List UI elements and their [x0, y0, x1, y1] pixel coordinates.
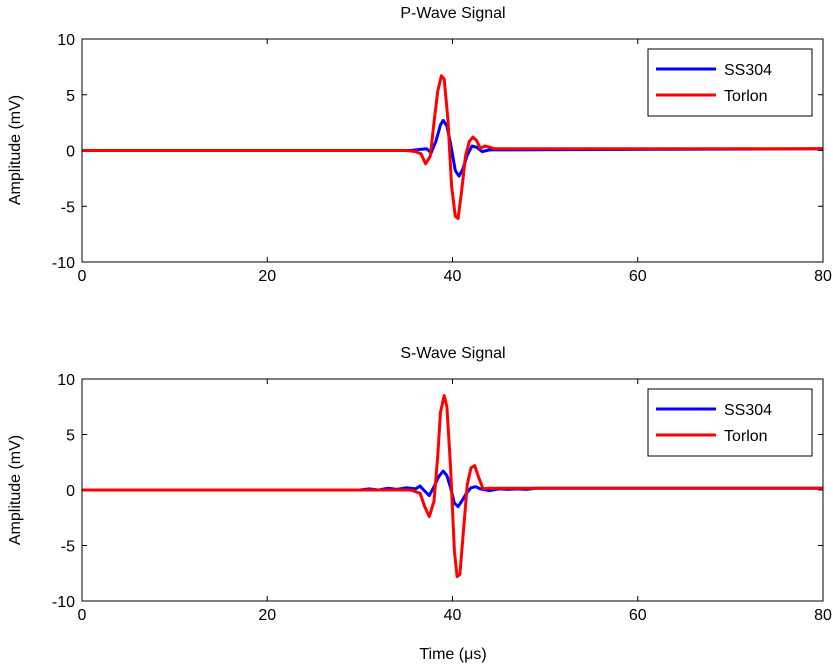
s-wave-axes-frame [81, 378, 824, 602]
p-wave-ytick-label: 0 [66, 144, 75, 161]
s-wave-ytick-label: -5 [61, 539, 75, 556]
p-wave-ytick-label: 5 [66, 88, 75, 105]
s-wave-ylabel: Amplitude (mV) [7, 435, 24, 545]
s-wave-xtick-label: 0 [78, 607, 87, 624]
p-wave-legend: SS304 Torlon [647, 48, 813, 117]
p-wave-ytick-label: -10 [52, 255, 75, 272]
p-wave-legend-label-ss304: SS304 [724, 62, 772, 79]
s-wave-legend: SS304 Torlon [647, 388, 813, 457]
p-wave-axes-frame [81, 38, 824, 263]
p-wave-subplot: P-Wave Signal Amplitude (mV) 0 20 40 60 80 10… [7, 5, 832, 285]
s-wave-ytick-label: 10 [57, 372, 75, 389]
s-wave-ytick-label: 0 [66, 483, 75, 500]
s-wave-xtick-label: 20 [258, 607, 276, 624]
p-wave-ylabel: Amplitude (mV) [7, 95, 24, 205]
p-wave-xtick-label: 0 [78, 268, 87, 285]
s-wave-legend-label-ss304: SS304 [724, 402, 772, 419]
p-wave-xtick-label: 40 [444, 268, 462, 285]
s-wave-legend-label-torlon: Torlon [724, 428, 768, 445]
p-wave-series-torlon-line [82, 74, 823, 220]
s-wave-series-torlon-line [82, 394, 823, 579]
p-wave-legend-label-torlon: Torlon [724, 88, 768, 105]
p-wave-ytick-label: 10 [57, 32, 75, 49]
s-wave-title: S-Wave Signal [400, 345, 505, 362]
s-wave-xlabel: Time (μs) [419, 646, 486, 663]
p-wave-series [82, 74, 824, 220]
s-wave-ytick-label: -10 [52, 594, 75, 611]
p-wave-title: P-Wave Signal [400, 5, 505, 22]
s-wave-legend-box [647, 388, 813, 457]
p-wave-xtick-label: 60 [629, 268, 647, 285]
p-wave-xtick-label: 80 [814, 268, 832, 285]
p-wave-legend-box [647, 48, 813, 117]
s-wave-subplot: S-Wave Signal Amplitude (mV) Time (μs) 0… [7, 345, 832, 663]
p-wave-xtick-label: 20 [258, 268, 276, 285]
s-wave-xtick-label: 60 [629, 607, 647, 624]
s-wave-xtick-label: 80 [814, 607, 832, 624]
s-wave-series [82, 394, 823, 579]
s-wave-xtick-label: 40 [444, 607, 462, 624]
p-wave-ytick-label: -5 [61, 199, 75, 216]
s-wave-ytick-label: 5 [66, 428, 75, 445]
p-wave-ticks: 0 20 40 60 80 10 5 0 -5 -10 [52, 32, 832, 285]
